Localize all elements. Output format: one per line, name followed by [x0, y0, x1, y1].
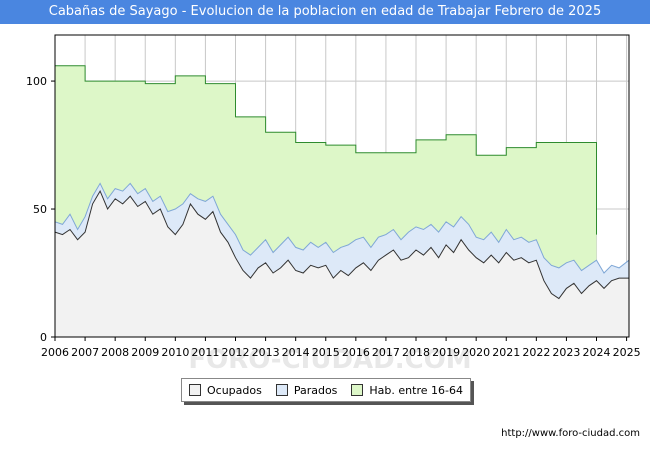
y-tick-label-50: 50 — [33, 203, 47, 216]
legend-item-parados: Parados — [275, 383, 338, 397]
x-tick-label-2006: 2006 — [41, 346, 69, 359]
legend-label-ocupados: Ocupados — [206, 383, 262, 397]
y-tick-label-0: 0 — [40, 331, 47, 344]
x-tick-label-2019: 2019 — [432, 346, 460, 359]
legend: Ocupados Parados Hab. entre 16-64 — [181, 378, 471, 402]
x-tick-label-2008: 2008 — [101, 346, 129, 359]
x-tick-label-2022: 2022 — [522, 346, 550, 359]
x-tick-label-2018: 2018 — [402, 346, 430, 359]
x-tick-label-2007: 2007 — [71, 346, 99, 359]
legend-item-hab: Hab. entre 16-64 — [351, 384, 463, 397]
x-tick-label-2020: 2020 — [462, 346, 490, 359]
x-tick-label-2011: 2011 — [191, 346, 219, 359]
x-axis: 2006 2007 2008 2009 2010 2011 2012 2013 2014 2015… — [41, 337, 641, 359]
ocupados-area — [55, 191, 629, 337]
chart-canvas: FORO-CIUDAD.COM 2006 2007 2008 2009 2010 2011… — [26, 34, 641, 375]
x-tick-label-2021: 2021 — [492, 346, 520, 359]
plot-border — [54, 34, 630, 338]
y-tick-label-100: 100 — [26, 75, 47, 88]
x-tick-label-2017: 2017 — [372, 346, 400, 359]
legend-swatch-parados — [275, 384, 288, 396]
x-tick-label-2014: 2014 — [282, 346, 310, 359]
x-tick-label-2012: 2012 — [222, 346, 250, 359]
ocupados-line — [54, 189, 629, 300]
source-link[interactable]: http://www.foro-ciudad.com — [501, 428, 640, 439]
series-areas — [54, 65, 630, 337]
x-tick-label-2024: 2024 — [583, 346, 611, 359]
x-tick-label-2015: 2015 — [312, 346, 340, 359]
x-tick-label-2010: 2010 — [161, 346, 189, 359]
y-axis: 0 50 100 — [26, 75, 55, 344]
chart-title: Cabañas de Sayago - Evolucion de la pobl… — [0, 0, 650, 24]
hab-line — [55, 65, 597, 235]
x-tick-label-2023: 2023 — [552, 346, 580, 359]
x-tick-label-2025: 2025 — [613, 346, 641, 359]
legend-label-parados: Parados — [293, 383, 338, 397]
legend-swatch-ocupados — [188, 384, 201, 396]
legend-swatch-hab — [351, 384, 364, 396]
x-tick-label-2009: 2009 — [131, 346, 159, 359]
legend-item-ocupados: Ocupados — [188, 383, 262, 397]
x-tick-label-2013: 2013 — [252, 346, 280, 359]
parados-line — [54, 182, 630, 274]
x-tick-label-2016: 2016 — [342, 346, 370, 359]
watermark-text: FORO-CIUDAD.COM — [188, 345, 471, 375]
legend-label-hab: Hab. entre 16-64 — [369, 383, 463, 397]
